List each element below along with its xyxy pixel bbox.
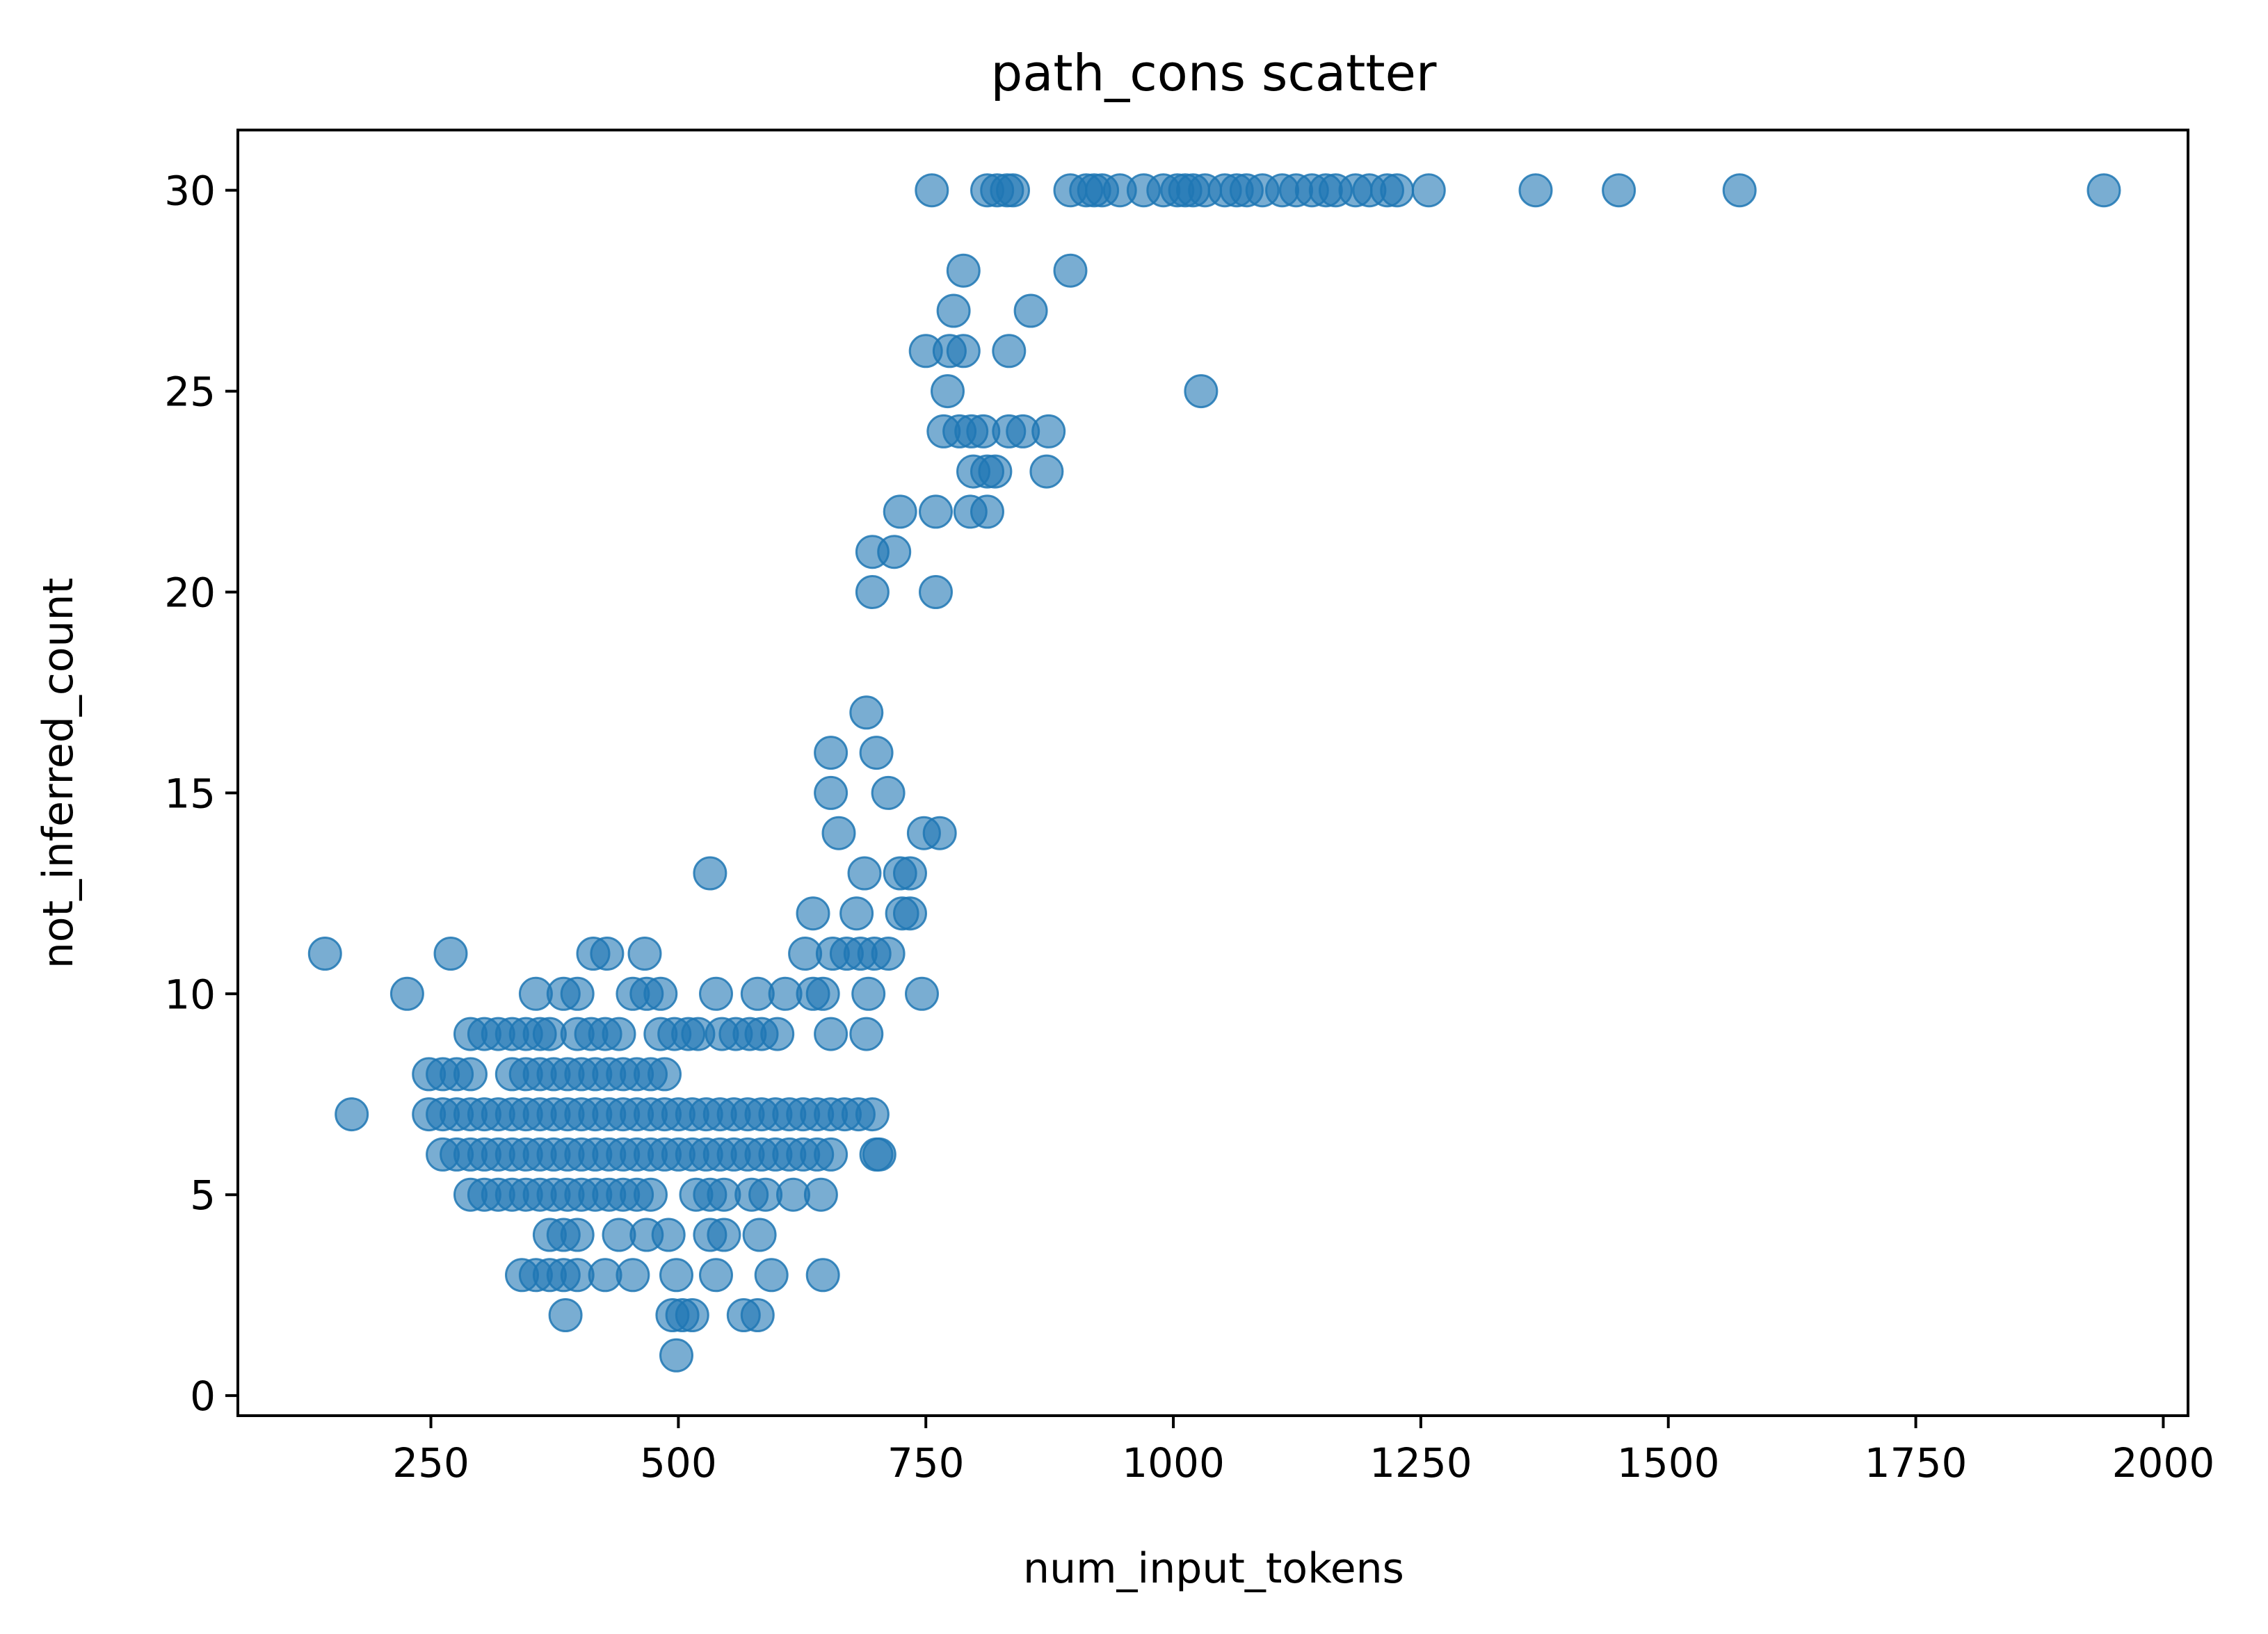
scatter-point bbox=[992, 334, 1027, 369]
x-tick-label: 1250 bbox=[1369, 1439, 1472, 1487]
y-tick-label: 5 bbox=[190, 1172, 216, 1219]
scatter-point bbox=[616, 1258, 650, 1293]
scatter-point bbox=[659, 1258, 693, 1293]
scatter-point bbox=[760, 1017, 795, 1051]
scatter-point bbox=[851, 976, 886, 1011]
x-tick-label: 1000 bbox=[1122, 1439, 1225, 1487]
scatter-point bbox=[931, 374, 965, 409]
y-tick-label: 25 bbox=[164, 369, 216, 416]
y-axis-label: not_inferred_count bbox=[34, 578, 83, 969]
scatter-point bbox=[849, 1017, 884, 1051]
scatter-point bbox=[814, 736, 849, 770]
scatter-point bbox=[742, 1218, 777, 1252]
x-tick-label: 2000 bbox=[2112, 1439, 2215, 1487]
scatter-point bbox=[602, 1017, 636, 1051]
scatter-point bbox=[1380, 173, 1415, 208]
scatter-point bbox=[859, 736, 894, 770]
scatter-point bbox=[922, 816, 957, 850]
scatter-point bbox=[796, 896, 830, 931]
y-tick-label: 20 bbox=[164, 569, 216, 616]
scatter-point bbox=[659, 1338, 693, 1373]
scatter-point bbox=[855, 1097, 890, 1132]
scatter-point bbox=[803, 1177, 838, 1212]
scatter-point bbox=[548, 1298, 583, 1332]
scatter-point bbox=[805, 976, 840, 1011]
x-axis-label: num_input_tokens bbox=[1023, 1544, 1404, 1593]
scatter-point bbox=[893, 856, 927, 891]
scatter-point bbox=[871, 937, 906, 971]
scatter-point bbox=[1184, 374, 1219, 409]
scatter-point bbox=[1722, 173, 1757, 208]
scatter-point bbox=[814, 1137, 849, 1172]
scatter-point bbox=[849, 695, 884, 730]
scatter-point bbox=[433, 937, 468, 971]
x-tick-label: 750 bbox=[887, 1439, 965, 1487]
scatter-point bbox=[946, 253, 981, 288]
scatter-point bbox=[1013, 293, 1048, 328]
scatter-point bbox=[389, 976, 424, 1011]
scatter-point bbox=[915, 173, 949, 208]
scatter-point bbox=[1602, 173, 1636, 208]
x-tick-label: 1500 bbox=[1617, 1439, 1720, 1487]
scatter-point bbox=[970, 494, 1004, 529]
scatter-point bbox=[2086, 173, 2121, 208]
scatter-point bbox=[675, 1298, 709, 1332]
scatter-point bbox=[946, 334, 981, 369]
scatter-point bbox=[919, 575, 953, 609]
x-tick-label: 1750 bbox=[1865, 1439, 1968, 1487]
scatter-point bbox=[814, 775, 849, 810]
scatter-point bbox=[883, 494, 917, 529]
scatter-point bbox=[707, 1218, 741, 1252]
scatter-point bbox=[335, 1097, 369, 1132]
x-tick-label: 500 bbox=[640, 1439, 717, 1487]
scatter-point bbox=[905, 976, 939, 1011]
y-tick-label: 0 bbox=[190, 1373, 216, 1420]
chart-title: path_cons scatter bbox=[991, 44, 1437, 102]
scatter-point bbox=[855, 575, 890, 609]
scatter-point bbox=[699, 976, 733, 1011]
x-tick-label: 250 bbox=[392, 1439, 469, 1487]
y-tick-label: 30 bbox=[164, 168, 216, 215]
scatter-point bbox=[871, 775, 906, 810]
y-tick-label: 15 bbox=[164, 770, 216, 817]
scatter-point bbox=[821, 816, 856, 850]
scatter-point bbox=[814, 1017, 849, 1051]
scatter-point bbox=[453, 1057, 488, 1092]
scatter-point bbox=[996, 173, 1030, 208]
scatter-point bbox=[1029, 454, 1064, 489]
scatter-point bbox=[307, 937, 342, 971]
plot-frame bbox=[236, 129, 2189, 1417]
scatter-point bbox=[643, 976, 678, 1011]
scatter-point bbox=[847, 856, 882, 891]
scatter-point bbox=[651, 1218, 686, 1252]
scatter-point bbox=[740, 1298, 775, 1332]
scatter-point bbox=[805, 1258, 840, 1293]
points-layer bbox=[307, 173, 2121, 1373]
scatter-point bbox=[1031, 414, 1066, 448]
scatter-point bbox=[693, 856, 727, 891]
x-axis-ticks: 250 500 750 1000 1250 1500 1750 2000 bbox=[392, 1416, 2214, 1487]
y-axis-ticks: 0 5 10 15 20 25 30 bbox=[164, 168, 238, 1420]
scatter-point bbox=[1053, 253, 1088, 288]
y-tick-label: 10 bbox=[164, 971, 216, 1018]
scatter-point bbox=[877, 535, 912, 569]
scatter-point bbox=[1411, 173, 1446, 208]
scatter-point bbox=[862, 1137, 896, 1172]
scatter-point bbox=[754, 1258, 789, 1293]
scatter-point bbox=[839, 896, 874, 931]
scatter-point bbox=[560, 1218, 595, 1252]
scatter-point bbox=[560, 976, 595, 1011]
scatter-point bbox=[936, 293, 971, 328]
scatter-point bbox=[699, 1258, 733, 1293]
scatter-point bbox=[1518, 173, 1553, 208]
scatter-point bbox=[634, 1177, 668, 1212]
scatter-point bbox=[919, 494, 953, 529]
scatter-point bbox=[978, 454, 1013, 489]
scatter-point bbox=[590, 937, 625, 971]
scatter-point bbox=[648, 1057, 682, 1092]
scatter-point bbox=[893, 896, 927, 931]
scatter-point bbox=[627, 937, 662, 971]
